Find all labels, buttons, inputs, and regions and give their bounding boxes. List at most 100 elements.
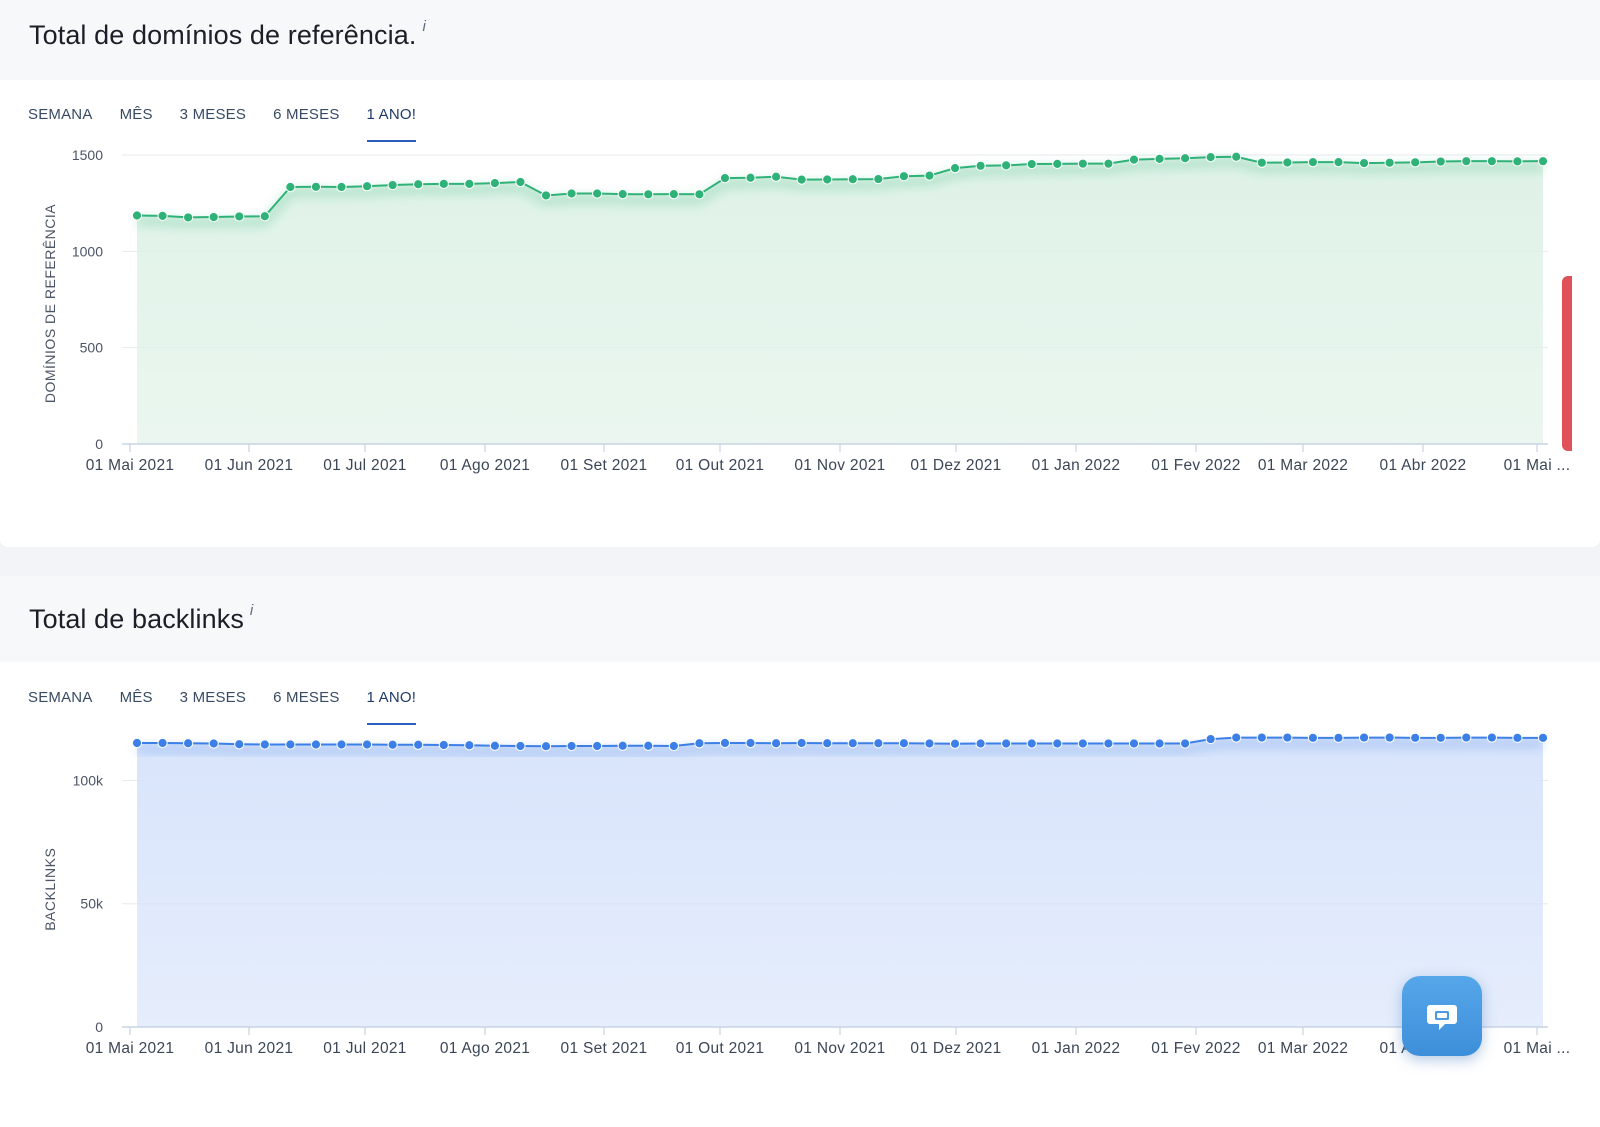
- data-point[interactable]: [1537, 732, 1549, 743]
- data-point[interactable]: [540, 190, 552, 201]
- data-point[interactable]: [1205, 733, 1216, 745]
- data-point[interactable]: [592, 188, 603, 199]
- data-point[interactable]: [975, 738, 986, 749]
- data-point[interactable]: [668, 740, 679, 752]
- data-point[interactable]: [413, 739, 424, 750]
- data-point[interactable]: [668, 189, 679, 200]
- data-point[interactable]: [1205, 152, 1216, 163]
- tab-mes[interactable]: MÊS: [119, 689, 153, 706]
- data-point[interactable]: [1307, 157, 1319, 168]
- chat-button[interactable]: [1402, 976, 1482, 1056]
- data-point[interactable]: [745, 172, 756, 183]
- data-point[interactable]: [1180, 153, 1191, 164]
- data-point[interactable]: [387, 739, 398, 750]
- data-point[interactable]: [1410, 732, 1421, 743]
- data-point[interactable]: [1077, 738, 1088, 749]
- data-point[interactable]: [1410, 157, 1421, 168]
- data-point[interactable]: [694, 189, 705, 200]
- data-point[interactable]: [1461, 156, 1472, 167]
- data-point[interactable]: [1256, 732, 1267, 743]
- data-point[interactable]: [643, 189, 654, 200]
- data-point[interactable]: [1282, 732, 1293, 743]
- data-point[interactable]: [796, 737, 807, 749]
- data-point[interactable]: [1307, 732, 1319, 743]
- data-point[interactable]: [617, 189, 628, 200]
- data-point[interactable]: [1026, 738, 1037, 749]
- data-point[interactable]: [949, 163, 961, 174]
- data-point[interactable]: [1282, 157, 1293, 168]
- data-point[interactable]: [847, 738, 858, 749]
- data-point[interactable]: [745, 737, 756, 749]
- data-point[interactable]: [1435, 156, 1446, 167]
- feedback-tab[interactable]: [1562, 276, 1572, 451]
- data-point[interactable]: [1333, 732, 1344, 743]
- data-point[interactable]: [1231, 151, 1242, 162]
- data-point[interactable]: [796, 174, 807, 185]
- data-point[interactable]: [1384, 732, 1395, 743]
- data-point[interactable]: [770, 171, 782, 182]
- data-point[interactable]: [489, 740, 500, 751]
- data-point[interactable]: [1103, 158, 1114, 169]
- tab-mes[interactable]: MÊS: [119, 106, 153, 123]
- data-point[interactable]: [719, 173, 731, 184]
- data-point[interactable]: [285, 739, 296, 750]
- data-point[interactable]: [1512, 156, 1523, 167]
- data-point[interactable]: [361, 181, 373, 192]
- tab-1-ano[interactable]: 1 ANO!: [366, 689, 417, 725]
- data-point[interactable]: [157, 737, 168, 749]
- data-point[interactable]: [1052, 158, 1063, 169]
- data-point[interactable]: [1384, 157, 1395, 168]
- data-point[interactable]: [464, 740, 475, 751]
- data-point[interactable]: [898, 171, 910, 182]
- data-point[interactable]: [566, 740, 577, 752]
- data-point[interactable]: [361, 739, 373, 750]
- data-point[interactable]: [1537, 156, 1549, 167]
- data-point[interactable]: [1486, 156, 1497, 167]
- data-point[interactable]: [540, 741, 552, 752]
- data-point[interactable]: [1486, 732, 1497, 743]
- data-point[interactable]: [336, 181, 347, 193]
- tab-semana[interactable]: SEMANA: [28, 106, 93, 123]
- data-point[interactable]: [1001, 160, 1012, 171]
- data-point[interactable]: [924, 170, 935, 181]
- data-point[interactable]: [234, 739, 245, 750]
- data-point[interactable]: [1256, 157, 1267, 168]
- data-point[interactable]: [1180, 738, 1191, 749]
- data-point[interactable]: [1512, 732, 1523, 743]
- tab-1-ano[interactable]: 1 ANO!: [366, 106, 417, 142]
- data-point[interactable]: [1026, 158, 1037, 170]
- data-point[interactable]: [259, 739, 270, 750]
- tab-3-meses[interactable]: 3 MESES: [179, 106, 247, 123]
- data-point[interactable]: [336, 739, 347, 750]
- tab-semana[interactable]: SEMANA: [28, 689, 93, 706]
- data-point[interactable]: [183, 738, 194, 749]
- data-point[interactable]: [822, 174, 833, 185]
- data-point[interactable]: [438, 739, 449, 751]
- data-point[interactable]: [566, 188, 577, 199]
- data-point[interactable]: [924, 738, 935, 749]
- data-point[interactable]: [1052, 738, 1063, 749]
- data-point[interactable]: [1154, 738, 1165, 749]
- data-point[interactable]: [438, 178, 449, 189]
- data-point[interactable]: [873, 173, 884, 185]
- data-point[interactable]: [1128, 738, 1140, 749]
- data-point[interactable]: [1077, 158, 1088, 169]
- data-point[interactable]: [949, 738, 961, 749]
- data-point[interactable]: [1333, 157, 1344, 168]
- data-point[interactable]: [310, 739, 322, 750]
- data-point[interactable]: [208, 211, 219, 223]
- data-point[interactable]: [694, 738, 705, 749]
- info-icon[interactable]: i: [422, 18, 426, 35]
- info-icon[interactable]: i: [249, 602, 254, 619]
- data-point[interactable]: [643, 740, 654, 751]
- data-point[interactable]: [310, 181, 322, 192]
- data-point[interactable]: [1358, 732, 1370, 743]
- data-point[interactable]: [515, 176, 526, 188]
- data-point[interactable]: [234, 211, 245, 222]
- data-point[interactable]: [131, 210, 143, 221]
- data-point[interactable]: [822, 738, 833, 749]
- data-point[interactable]: [464, 178, 475, 189]
- data-point[interactable]: [847, 174, 858, 185]
- data-point[interactable]: [1358, 157, 1370, 169]
- data-point[interactable]: [208, 738, 219, 749]
